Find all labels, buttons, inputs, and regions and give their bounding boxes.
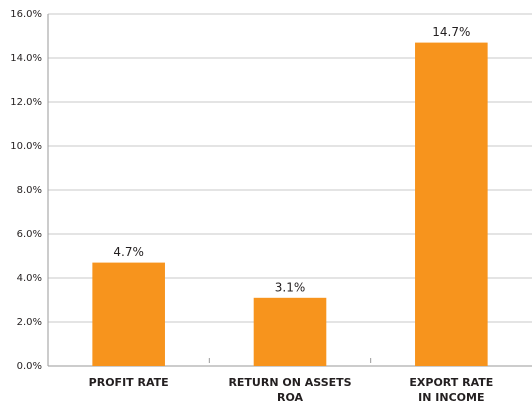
bar [92, 262, 165, 366]
y-tick-label: 12.0% [10, 97, 42, 108]
value-label: 3.1% [275, 280, 306, 294]
y-tick-label: 2.0% [17, 317, 42, 328]
x-tick-label: IN INCOME [418, 391, 484, 404]
y-tick-label: 6.0% [17, 229, 42, 240]
bar [415, 42, 488, 366]
x-tick-label: EXPORT RATE [409, 376, 493, 389]
x-tick-label: ROA [277, 391, 304, 404]
y-tick-label: 4.0% [17, 273, 42, 284]
y-tick-label: 16.0% [10, 9, 42, 20]
value-label: 14.7% [432, 25, 470, 39]
x-tick-label: PROFIT RATE [89, 376, 169, 389]
y-tick-label: 0.0% [17, 361, 42, 372]
x-tick-label: RETURN ON ASSETS [228, 376, 351, 389]
value-label: 4.7% [113, 245, 144, 259]
y-tick-label: 14.0% [10, 53, 42, 64]
y-tick-label: 10.0% [10, 141, 42, 152]
y-tick-label: 8.0% [17, 185, 42, 196]
bar [253, 297, 327, 366]
